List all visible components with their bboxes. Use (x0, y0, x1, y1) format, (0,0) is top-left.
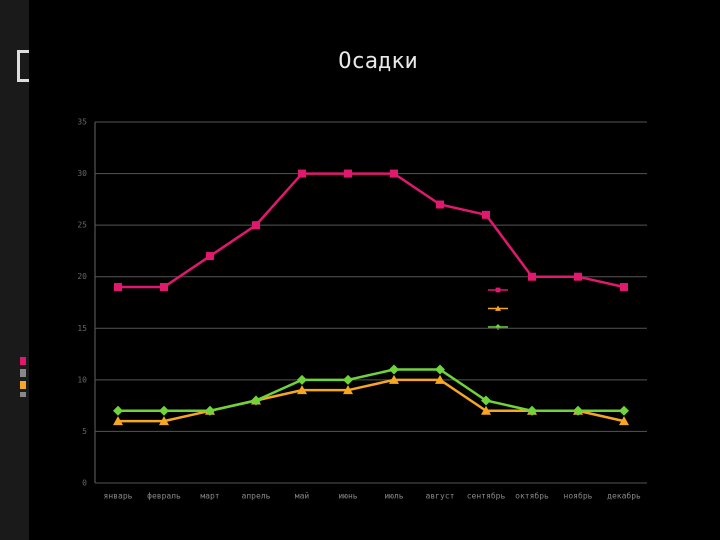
y-tick-label: 20 (77, 272, 87, 281)
marker (481, 395, 491, 406)
marker (160, 283, 168, 292)
marker (159, 416, 169, 426)
marker (619, 405, 629, 416)
marker (205, 405, 215, 416)
marker (251, 395, 261, 406)
marker (297, 374, 307, 385)
marker (343, 374, 353, 385)
marker (435, 374, 445, 384)
y-tick-label: 10 (77, 375, 87, 384)
marker (573, 405, 583, 416)
marker (113, 416, 123, 426)
decor-bracket (17, 50, 29, 53)
y-tick-label: 35 (77, 118, 87, 127)
marker (481, 405, 491, 415)
marker (527, 405, 537, 416)
x-tick-label: апрель (242, 492, 271, 501)
decor-bracket (17, 50, 20, 82)
marker (389, 364, 399, 375)
marker (619, 416, 629, 426)
y-tick-label: 30 (77, 169, 87, 178)
marker (159, 405, 169, 416)
marker (495, 305, 501, 311)
x-tick-label: январь (104, 492, 133, 501)
decor-square (20, 381, 26, 389)
y-tick-label: 15 (77, 324, 87, 333)
x-tick-label: март (200, 492, 219, 501)
marker (435, 364, 445, 375)
marker (620, 283, 628, 292)
x-tick-label: сентябрь (467, 491, 506, 501)
decor-square (20, 392, 26, 397)
x-tick-label: октябрь (515, 491, 549, 501)
x-tick-label: февраль (147, 492, 181, 501)
marker (390, 169, 398, 178)
marker (252, 221, 260, 230)
marker (344, 169, 352, 178)
y-tick-label: 0 (82, 479, 87, 488)
x-tick-label: декабрь (607, 491, 641, 501)
marker (298, 169, 306, 178)
x-tick-label: май (295, 492, 310, 501)
x-tick-label: август (426, 492, 455, 501)
marker (482, 210, 490, 219)
marker (114, 283, 122, 292)
marker (297, 385, 307, 395)
x-tick-label: июль (384, 492, 403, 501)
marker (113, 405, 123, 416)
decor-square (20, 369, 26, 377)
marker (528, 272, 536, 281)
marker (436, 200, 444, 209)
decor-square (20, 357, 26, 365)
marker (206, 252, 214, 261)
chart-title: Осадки (338, 49, 417, 74)
series-line (118, 368, 624, 413)
y-tick-label: 5 (82, 427, 87, 436)
marker (389, 374, 399, 384)
x-tick-label: ноябрь (564, 491, 593, 501)
marker (495, 287, 501, 293)
series-line (118, 172, 625, 289)
y-tick-label: 25 (77, 221, 87, 230)
marker (343, 385, 353, 395)
x-tick-label: июнь (338, 492, 357, 501)
marker (574, 272, 582, 281)
decor-bracket (17, 79, 29, 82)
side-strip (0, 0, 29, 540)
